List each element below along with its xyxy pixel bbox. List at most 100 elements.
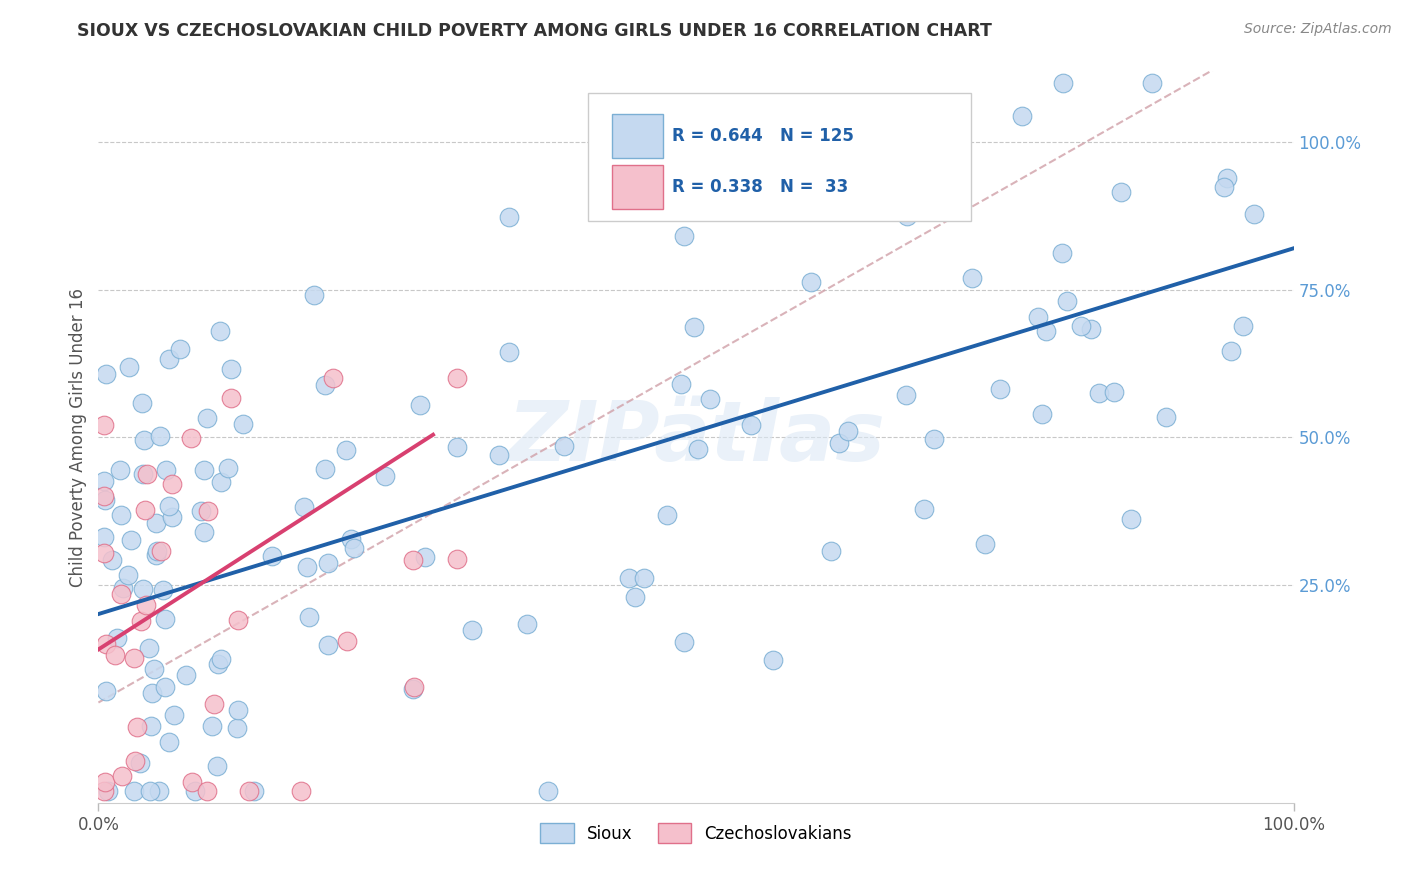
Point (1220, 343, 1243, 358)
Point (153, 680, 176, 694)
Point (740, 417, 762, 432)
Point (157, 735, 180, 749)
Point (413, 550, 436, 565)
Point (136, 467, 159, 481)
Point (402, 680, 425, 694)
Point (292, 500, 315, 514)
Point (110, 463, 132, 477)
Point (225, 721, 247, 735)
Point (1102, 385, 1125, 400)
Point (195, 784, 218, 798)
Text: R = 0.338   N =  33: R = 0.338 N = 33 (672, 178, 848, 196)
Point (197, 504, 219, 518)
Point (110, 508, 132, 522)
Point (374, 469, 396, 483)
Point (118, 360, 141, 375)
Point (93, 474, 115, 488)
Point (314, 378, 336, 392)
Point (498, 344, 520, 359)
Point (93, 545, 115, 559)
Point (316, 556, 339, 570)
Point (515, 616, 537, 631)
Point (110, 587, 132, 601)
Bar (613, 165, 662, 209)
Point (1031, 407, 1053, 421)
Point (160, 476, 183, 491)
Point (209, 475, 232, 489)
Point (93, 489, 115, 503)
Point (446, 371, 468, 385)
Point (302, 288, 325, 302)
Text: ZIPätlas: ZIPätlas (508, 397, 884, 477)
Point (343, 541, 366, 555)
Point (159, 499, 181, 513)
Point (446, 552, 468, 566)
Point (180, 432, 202, 446)
Point (322, 371, 344, 385)
Point (912, 502, 935, 516)
Point (93, 784, 115, 798)
FancyBboxPatch shape (589, 94, 972, 221)
Point (134, 434, 156, 448)
Point (537, 784, 560, 798)
Point (894, 388, 917, 402)
Point (837, 424, 859, 438)
Point (131, 467, 153, 482)
Point (1080, 321, 1102, 335)
Y-axis label: Child Poverty Among Girls Under 16: Child Poverty Among Girls Under 16 (69, 287, 87, 587)
Point (146, 543, 169, 558)
Point (107, 631, 129, 645)
Point (922, 432, 945, 446)
Point (619, 571, 641, 585)
Point (699, 392, 721, 407)
Point (94, 637, 117, 651)
Point (295, 560, 318, 574)
Point (142, 662, 165, 676)
Point (162, 509, 184, 524)
Point (228, 703, 250, 717)
Point (1056, 293, 1078, 308)
Point (145, 516, 167, 530)
Point (238, 784, 260, 798)
Point (93, 530, 115, 544)
Point (129, 756, 152, 770)
Point (1111, 185, 1133, 199)
Point (1035, 324, 1057, 338)
Point (124, 754, 146, 768)
Point (217, 461, 239, 475)
Point (1213, 179, 1236, 194)
Point (104, 648, 127, 663)
Point (157, 351, 180, 366)
Point (93, 775, 115, 789)
Point (124, 784, 146, 798)
Point (339, 533, 361, 547)
Point (314, 462, 336, 476)
Point (290, 784, 312, 798)
Point (93, 417, 115, 432)
Point (672, 635, 695, 649)
Point (402, 553, 425, 567)
Point (1052, 76, 1074, 90)
Point (688, 442, 710, 456)
Point (97, 784, 120, 798)
Point (1052, 246, 1074, 260)
Point (762, 653, 785, 667)
Point (297, 610, 319, 624)
Point (316, 639, 339, 653)
Text: SIOUX VS CZECHOSLOVAKIAN CHILD POVERTY AMONG GIRLS UNDER 16 CORRELATION CHART: SIOUX VS CZECHOSLOVAKIAN CHILD POVERTY A… (77, 22, 993, 40)
Point (1232, 318, 1254, 333)
Point (335, 442, 357, 457)
Point (209, 652, 232, 666)
Point (624, 590, 647, 604)
Point (132, 582, 155, 596)
Point (111, 769, 134, 783)
Point (153, 612, 176, 626)
Point (183, 784, 205, 798)
Point (1142, 76, 1164, 90)
Point (1154, 410, 1177, 425)
Point (207, 657, 229, 671)
Point (828, 435, 851, 450)
Point (120, 533, 142, 547)
Point (672, 228, 695, 243)
Point (553, 439, 575, 453)
